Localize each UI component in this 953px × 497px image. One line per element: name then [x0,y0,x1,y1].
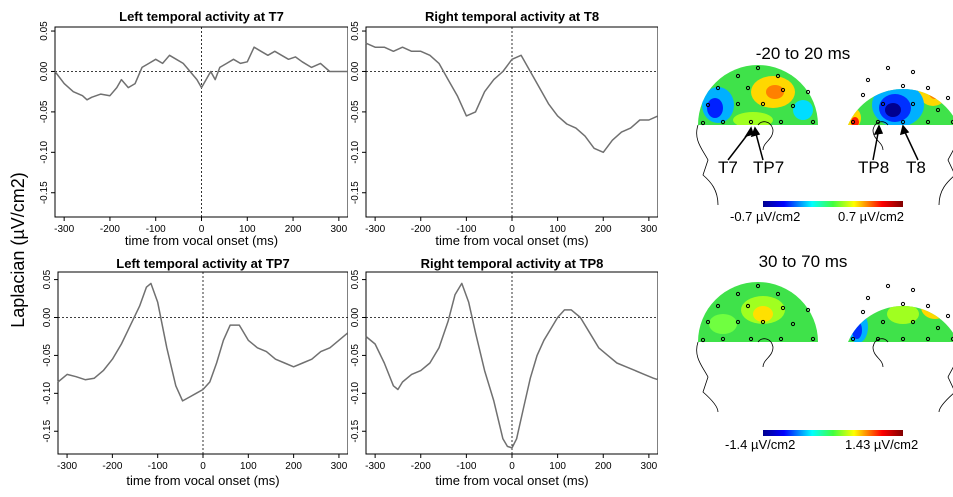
electrode-label-tp8: TP8 [858,158,890,177]
x-tick-label: -200 [411,461,431,472]
x-tick-label: 100 [240,461,257,472]
y-tick-label: 0.05 [350,21,361,41]
topomap-1 [696,65,953,207]
x-tick-label: 200 [595,224,612,235]
series-line [54,46,348,101]
global-y-axis-label-text: Laplacian (µV/cm2) [8,172,28,327]
chart-panel-t7: Left temporal activity at T7 -300 -200 -10… [10,0,349,250]
series-line [365,282,659,449]
x-tick-label: -200 [411,224,431,235]
chart-title: Right temporal activity at TP8 [420,256,604,271]
series-line [57,282,349,402]
topomap-title-1: -20 to 20 ms [755,44,851,63]
head-right-2 [848,305,953,413]
head-right-1 [848,88,953,206]
y-tick-label: -0.10 [350,382,361,405]
y-tick-label: -0.15 [350,419,361,442]
x-tick-label: 100 [549,224,566,235]
electrode-dots-2 [700,283,953,343]
x-tick-label: 300 [641,224,658,235]
series-line [365,42,659,154]
y-tick-label: -0.15 [350,181,361,204]
colorbar-2 [763,430,903,436]
x-axis-title: time from vocal onset (ms) [435,473,589,488]
x-tick-label: -300 [365,461,385,472]
chart-panel-tp7: Left temporal activity at TP7 -300 -200 -1… [10,250,349,492]
chart-title: Left temporal activity at TP7 [116,256,290,271]
y-tick-label: 0.05 [350,269,361,289]
y-tick-label: -0.05 [39,100,50,123]
y-tick-label: -0.15 [42,419,53,442]
y-tick-label: -0.05 [42,344,53,367]
y-tick-label: -0.15 [39,181,50,204]
topomap-2 [696,282,953,436]
x-tick-label: -100 [456,461,476,472]
y-tick-label: 0.00 [350,307,361,327]
x-tick-label: 200 [285,224,302,235]
x-tick-label: 300 [331,461,348,472]
chart-plot-t7: -300 -200 -100 0 100 200 300 0.05 0.00 -0.05 -0.10… [39,21,349,235]
chart-title: Left temporal activity at T7 [119,9,284,24]
colorbar-max-label-2: 1.43 µV/cm2 [845,437,919,452]
electrode-arrows-1 [727,124,919,161]
y-tick-label: 0.05 [42,269,53,289]
chart-title: Right temporal activity at T8 [424,9,600,24]
colorbar-max-label-1: 0.7 µV/cm2 [838,209,905,224]
x-tick-label: -100 [456,224,476,235]
y-tick-label: 0.00 [350,61,361,81]
y-tick-label: 0.05 [39,21,50,41]
y-tick-label: -0.10 [42,382,53,405]
chart-plot-t8: -300 -200 -100 0 100 200 300 0.05 0.00 -0.05 -0.10… [350,21,659,235]
colorbar-1 [763,201,903,207]
chart-panel-t8: Right temporal activity at T8 -300 -200 -1… [348,0,659,250]
chart-plot-tp7: -300 -200 -100 0 100 200 300 0.05 0.00 -0.05 -0.10… [42,269,349,472]
electrode-label-t8: T8 [906,158,926,177]
y-tick-label: 0.00 [42,307,53,327]
x-tick-label: 0 [200,461,206,472]
global-y-axis-label: Laplacian (µV/cm2) [8,172,28,327]
y-tick-label: -0.10 [350,140,361,163]
x-tick-label: -300 [365,224,385,235]
y-tick-label: 0.00 [39,61,50,81]
x-tick-label: 300 [641,461,658,472]
head-left-2 [696,282,818,413]
electrode-label-tp7: TP7 [753,158,785,177]
chart-panel-tp8: Right temporal activity at TP8 -300 -200-… [348,250,659,492]
x-tick-label: 300 [331,224,348,235]
x-tick-label: 200 [595,461,612,472]
x-tick-label: -300 [57,461,77,472]
x-tick-label: 200 [285,461,302,472]
chart-plot-tp8: -300 -200 -100 0 100 200 300 0.05 0.00 -0.05 -0.10… [350,269,659,472]
x-tick-label: -200 [100,224,120,235]
topomap-title-2: 30 to 70 ms [758,252,848,271]
colorbar-min-label-1: -0.7 µV/cm2 [730,209,801,224]
x-axis-title: time from vocal onset (ms) [126,473,280,488]
colorbar-min-label-2: -1.4 µV/cm2 [725,437,796,452]
electrode-dots-1 [700,65,953,126]
x-tick-label: 0 [509,224,515,235]
x-tick-label: -200 [102,461,122,472]
x-tick-label: 0 [199,224,205,235]
x-axis-title: time from vocal onset (ms) [435,233,589,248]
x-tick-label: -100 [146,224,166,235]
x-tick-label: -100 [148,461,168,472]
plot-frame [365,271,659,455]
x-tick-label: 100 [239,224,256,235]
x-tick-label: -300 [54,224,74,235]
x-tick-label: 100 [549,461,566,472]
y-tick-label: -0.10 [39,140,50,163]
x-axis-title: time from vocal onset (ms) [124,233,279,248]
x-tick-label: 0 [509,461,515,472]
y-tick-label: -0.05 [350,344,361,367]
electrode-label-t7: T7 [718,158,738,177]
y-tick-label: -0.05 [350,100,361,123]
